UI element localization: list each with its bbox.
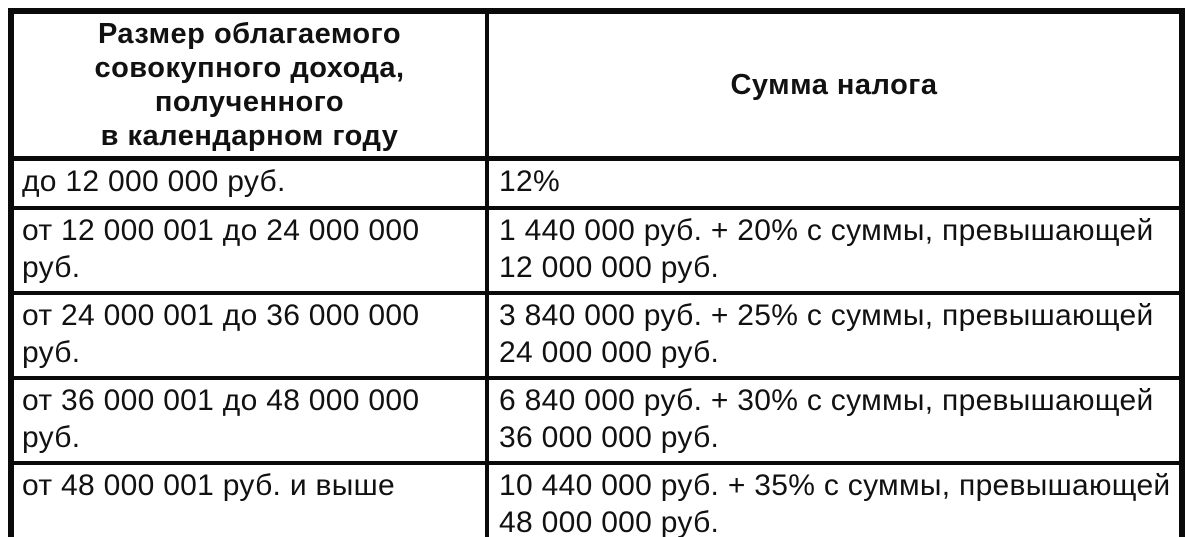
tax-amount-cell: 3 840 000 руб. + 25% с суммы, превышающе…: [485, 291, 1184, 380]
income-range-cell: от 12 000 001 до 24 000 000 руб.: [9, 206, 489, 295]
tax-amount-cell: 10 440 000 руб. + 35% с суммы, превышающ…: [485, 461, 1184, 537]
table-row: от 12 000 001 до 24 000 000 руб. 1 440 0…: [9, 206, 1184, 295]
table-row: до 12 000 000 руб. 12%: [9, 156, 1184, 210]
table-row: от 48 000 001 руб. и выше 10 440 000 руб…: [9, 461, 1184, 537]
table-row: от 36 000 001 до 48 000 000 руб. 6 840 0…: [9, 376, 1184, 465]
income-column-header: Размер облагаемого совокупного дохода, п…: [9, 9, 489, 161]
tax-brackets-table: Размер облагаемого совокупного дохода, п…: [8, 8, 1185, 537]
tax-amount-cell: 6 840 000 руб. + 30% с суммы, превышающе…: [485, 376, 1184, 465]
tax-amount-cell: 12%: [485, 156, 1184, 210]
income-range-cell: до 12 000 000 руб.: [9, 156, 489, 210]
tax-column-header: Сумма налога: [485, 9, 1184, 161]
table-row: от 24 000 001 до 36 000 000 руб. 3 840 0…: [9, 291, 1184, 380]
header-row: Размер облагаемого совокупного дохода, п…: [9, 9, 1184, 161]
income-range-cell: от 48 000 001 руб. и выше: [9, 461, 489, 537]
income-range-cell: от 36 000 001 до 48 000 000 руб.: [9, 376, 489, 465]
income-range-cell: от 24 000 001 до 36 000 000 руб.: [9, 291, 489, 380]
tax-amount-cell: 1 440 000 руб. + 20% с суммы, превышающе…: [485, 206, 1184, 295]
